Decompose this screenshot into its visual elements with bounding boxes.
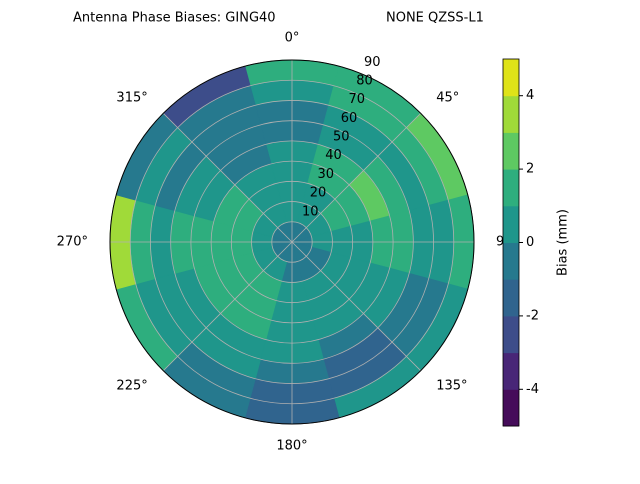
colorbar-segment: [503, 169, 519, 207]
angular-tick-label: 270°: [57, 235, 88, 250]
radial-tick-label: 80: [356, 73, 373, 88]
colorbar-label: Bias (mm): [556, 209, 571, 276]
angular-tick-label: 315°: [116, 90, 147, 105]
angular-tick-label: 45°: [436, 90, 459, 105]
angular-grid-line: [291, 113, 421, 243]
colorbar-segment: [503, 279, 519, 317]
colorbar-segment: [503, 315, 519, 354]
angular-tick-label: 0°: [285, 31, 300, 46]
angular-tick-label: 225°: [116, 379, 147, 394]
angular-grid-line: [291, 241, 421, 371]
radial-tick-label: 20: [310, 186, 327, 201]
colorbar-segment: [503, 389, 519, 427]
radial-tick-label: 30: [318, 167, 335, 182]
colorbar-tick-label: 0: [526, 235, 534, 250]
colorbar-segment: [503, 59, 519, 97]
radial-tick-label: 40: [325, 148, 342, 163]
chart-title: Antenna Phase Biases: GING40: [73, 11, 276, 26]
polar-frame: [109, 59, 475, 425]
colorbar-tick-label: -2: [526, 308, 539, 323]
chart-title-right: NONE QZSS-L1: [386, 11, 484, 26]
angular-grid-line: [163, 241, 293, 371]
colorbar-segment: [503, 205, 519, 243]
colorbar-tick-label: 4: [526, 88, 534, 103]
radial-tick-label: 90: [364, 55, 381, 70]
radial-tick-label: 10: [302, 204, 319, 219]
radial-tick-label: 60: [341, 111, 358, 126]
angular-tick-label: 180°: [276, 439, 307, 454]
colorbar-segment: [503, 132, 519, 170]
colorbar-segment: [503, 95, 519, 133]
angular-grid-line: [163, 113, 293, 243]
colorbar-tick-label: 2: [526, 162, 534, 177]
colorbar-segment: [503, 242, 519, 280]
radial-tick-label: 70: [348, 92, 365, 107]
colorbar-segment: [503, 352, 519, 390]
angular-tick-label: 135°: [436, 379, 467, 394]
colorbar-tick-label: -4: [526, 382, 539, 397]
radial-tick-label: 50: [333, 130, 350, 145]
